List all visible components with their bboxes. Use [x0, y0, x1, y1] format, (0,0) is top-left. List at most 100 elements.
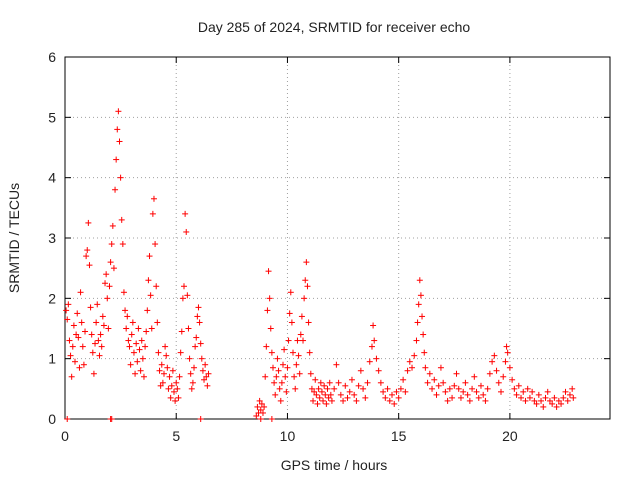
- data-point: [149, 210, 156, 217]
- data-point: [498, 388, 504, 395]
- data-point: [132, 370, 139, 377]
- data-point: [105, 325, 112, 332]
- data-point: [303, 259, 310, 266]
- data-point: [469, 385, 476, 392]
- data-point: [146, 253, 153, 260]
- data-point: [203, 373, 210, 380]
- data-point: [515, 382, 522, 389]
- data-point: [288, 319, 295, 326]
- data-point: [282, 373, 289, 380]
- x-tick-label: 10: [280, 428, 296, 444]
- data-point: [143, 328, 150, 335]
- data-point: [475, 394, 482, 401]
- data-point: [254, 403, 261, 410]
- data-point: [306, 349, 313, 356]
- data-point: [337, 391, 344, 398]
- data-point: [444, 397, 451, 404]
- data-point: [265, 268, 272, 275]
- data-point: [402, 388, 409, 395]
- data-point: [562, 388, 569, 395]
- data-point: [148, 325, 155, 332]
- data-point: [370, 322, 377, 329]
- data-point: [360, 385, 367, 392]
- data-point: [256, 397, 263, 404]
- data-point: [280, 361, 286, 368]
- data-point: [192, 343, 199, 350]
- data-point: [292, 385, 299, 392]
- data-point: [305, 319, 312, 326]
- data-point: [267, 325, 274, 332]
- data-point: [168, 382, 175, 389]
- data-point: [99, 313, 106, 320]
- data-point: [76, 364, 83, 371]
- data-point: [139, 355, 146, 362]
- y-axis-label: SRMTID / TECUs: [6, 183, 22, 293]
- data-point: [144, 307, 151, 314]
- data-point: [266, 295, 273, 302]
- data-point: [316, 394, 323, 401]
- data-point: [416, 277, 423, 284]
- data-point: [294, 337, 301, 344]
- data-point: [325, 394, 332, 401]
- data-point: [298, 313, 305, 320]
- data-point: [404, 367, 411, 374]
- data-point: [297, 331, 304, 338]
- data-point: [128, 331, 135, 338]
- data-point: [108, 416, 115, 422]
- data-point: [348, 376, 355, 383]
- data-point: [544, 388, 551, 395]
- data-point: [204, 382, 211, 389]
- data-point: [165, 385, 172, 392]
- data-point: [393, 388, 400, 395]
- data-point: [163, 352, 170, 359]
- data-point: [103, 271, 110, 278]
- data-point: [126, 343, 133, 350]
- data-point: [74, 310, 81, 317]
- data-point: [464, 391, 471, 398]
- data-point: [446, 385, 453, 392]
- data-point: [80, 361, 87, 368]
- data-point: [257, 406, 264, 413]
- data-point: [377, 379, 384, 386]
- data-point: [323, 400, 330, 407]
- data-point: [460, 388, 467, 395]
- data-point: [276, 385, 283, 392]
- data-point: [202, 361, 209, 368]
- data-point: [184, 292, 191, 299]
- data-point: [409, 364, 416, 371]
- data-point: [509, 376, 516, 383]
- data-point: [397, 385, 404, 392]
- data-point: [178, 328, 185, 335]
- data-point: [133, 340, 140, 347]
- data-point: [314, 400, 321, 407]
- data-point: [147, 292, 154, 299]
- grid-lines: [65, 57, 610, 419]
- data-point: [491, 352, 498, 359]
- data-point: [179, 295, 186, 302]
- y-tick-label: 2: [48, 290, 56, 306]
- data-point: [486, 370, 493, 377]
- data-point: [291, 373, 298, 380]
- data-point: [117, 174, 124, 181]
- data-point: [152, 241, 159, 248]
- data-point: [130, 349, 137, 356]
- x-tick-label: 20: [502, 428, 518, 444]
- data-point: [300, 337, 307, 344]
- data-point: [471, 373, 478, 380]
- data-point: [257, 416, 264, 422]
- data-point: [411, 352, 418, 359]
- data-point: [449, 394, 456, 401]
- data-point: [535, 391, 542, 398]
- data-point: [315, 385, 322, 392]
- data-point: [310, 397, 317, 404]
- data-point: [134, 358, 141, 365]
- data-point: [558, 400, 565, 407]
- data-point: [75, 334, 82, 341]
- data-point: [159, 379, 166, 386]
- data-point: [424, 379, 431, 386]
- data-point: [353, 397, 360, 404]
- data-point: [503, 343, 510, 350]
- data-point: [156, 367, 163, 374]
- data-point: [172, 397, 179, 404]
- data-point: [312, 376, 319, 383]
